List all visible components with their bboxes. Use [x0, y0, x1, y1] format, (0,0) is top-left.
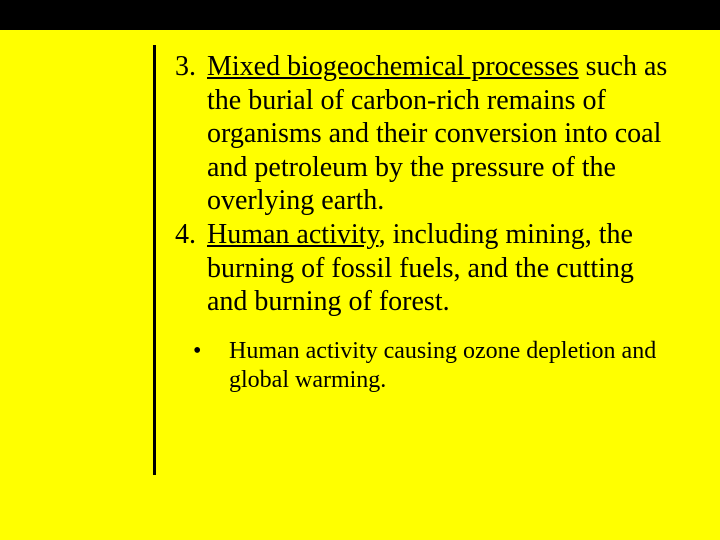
list-number: 3.: [175, 50, 207, 84]
list-item-3: 3. Mixed biogeochemical processes such a…: [175, 50, 670, 218]
underlined-term: Mixed biogeochemical processes: [207, 51, 579, 82]
list-item-4: 4. Human activity, including mining, the…: [175, 218, 670, 319]
underlined-term: Human activity: [207, 219, 379, 250]
list-number: 4.: [175, 218, 207, 252]
vertical-divider: [153, 45, 156, 475]
bullet-marker: •: [175, 337, 229, 366]
list-body: Human activity, including mining, the bu…: [207, 218, 670, 319]
sub-bullet-row: • Human activity causing ozone depletion…: [175, 337, 670, 395]
content-block: 3. Mixed biogeochemical processes such a…: [175, 50, 670, 394]
main-list: 3. Mixed biogeochemical processes such a…: [175, 50, 670, 319]
top-black-bar: [0, 0, 720, 30]
sub-bullet-text: Human activity causing ozone depletion a…: [229, 337, 670, 395]
list-body: Mixed biogeochemical processes such as t…: [207, 50, 670, 218]
